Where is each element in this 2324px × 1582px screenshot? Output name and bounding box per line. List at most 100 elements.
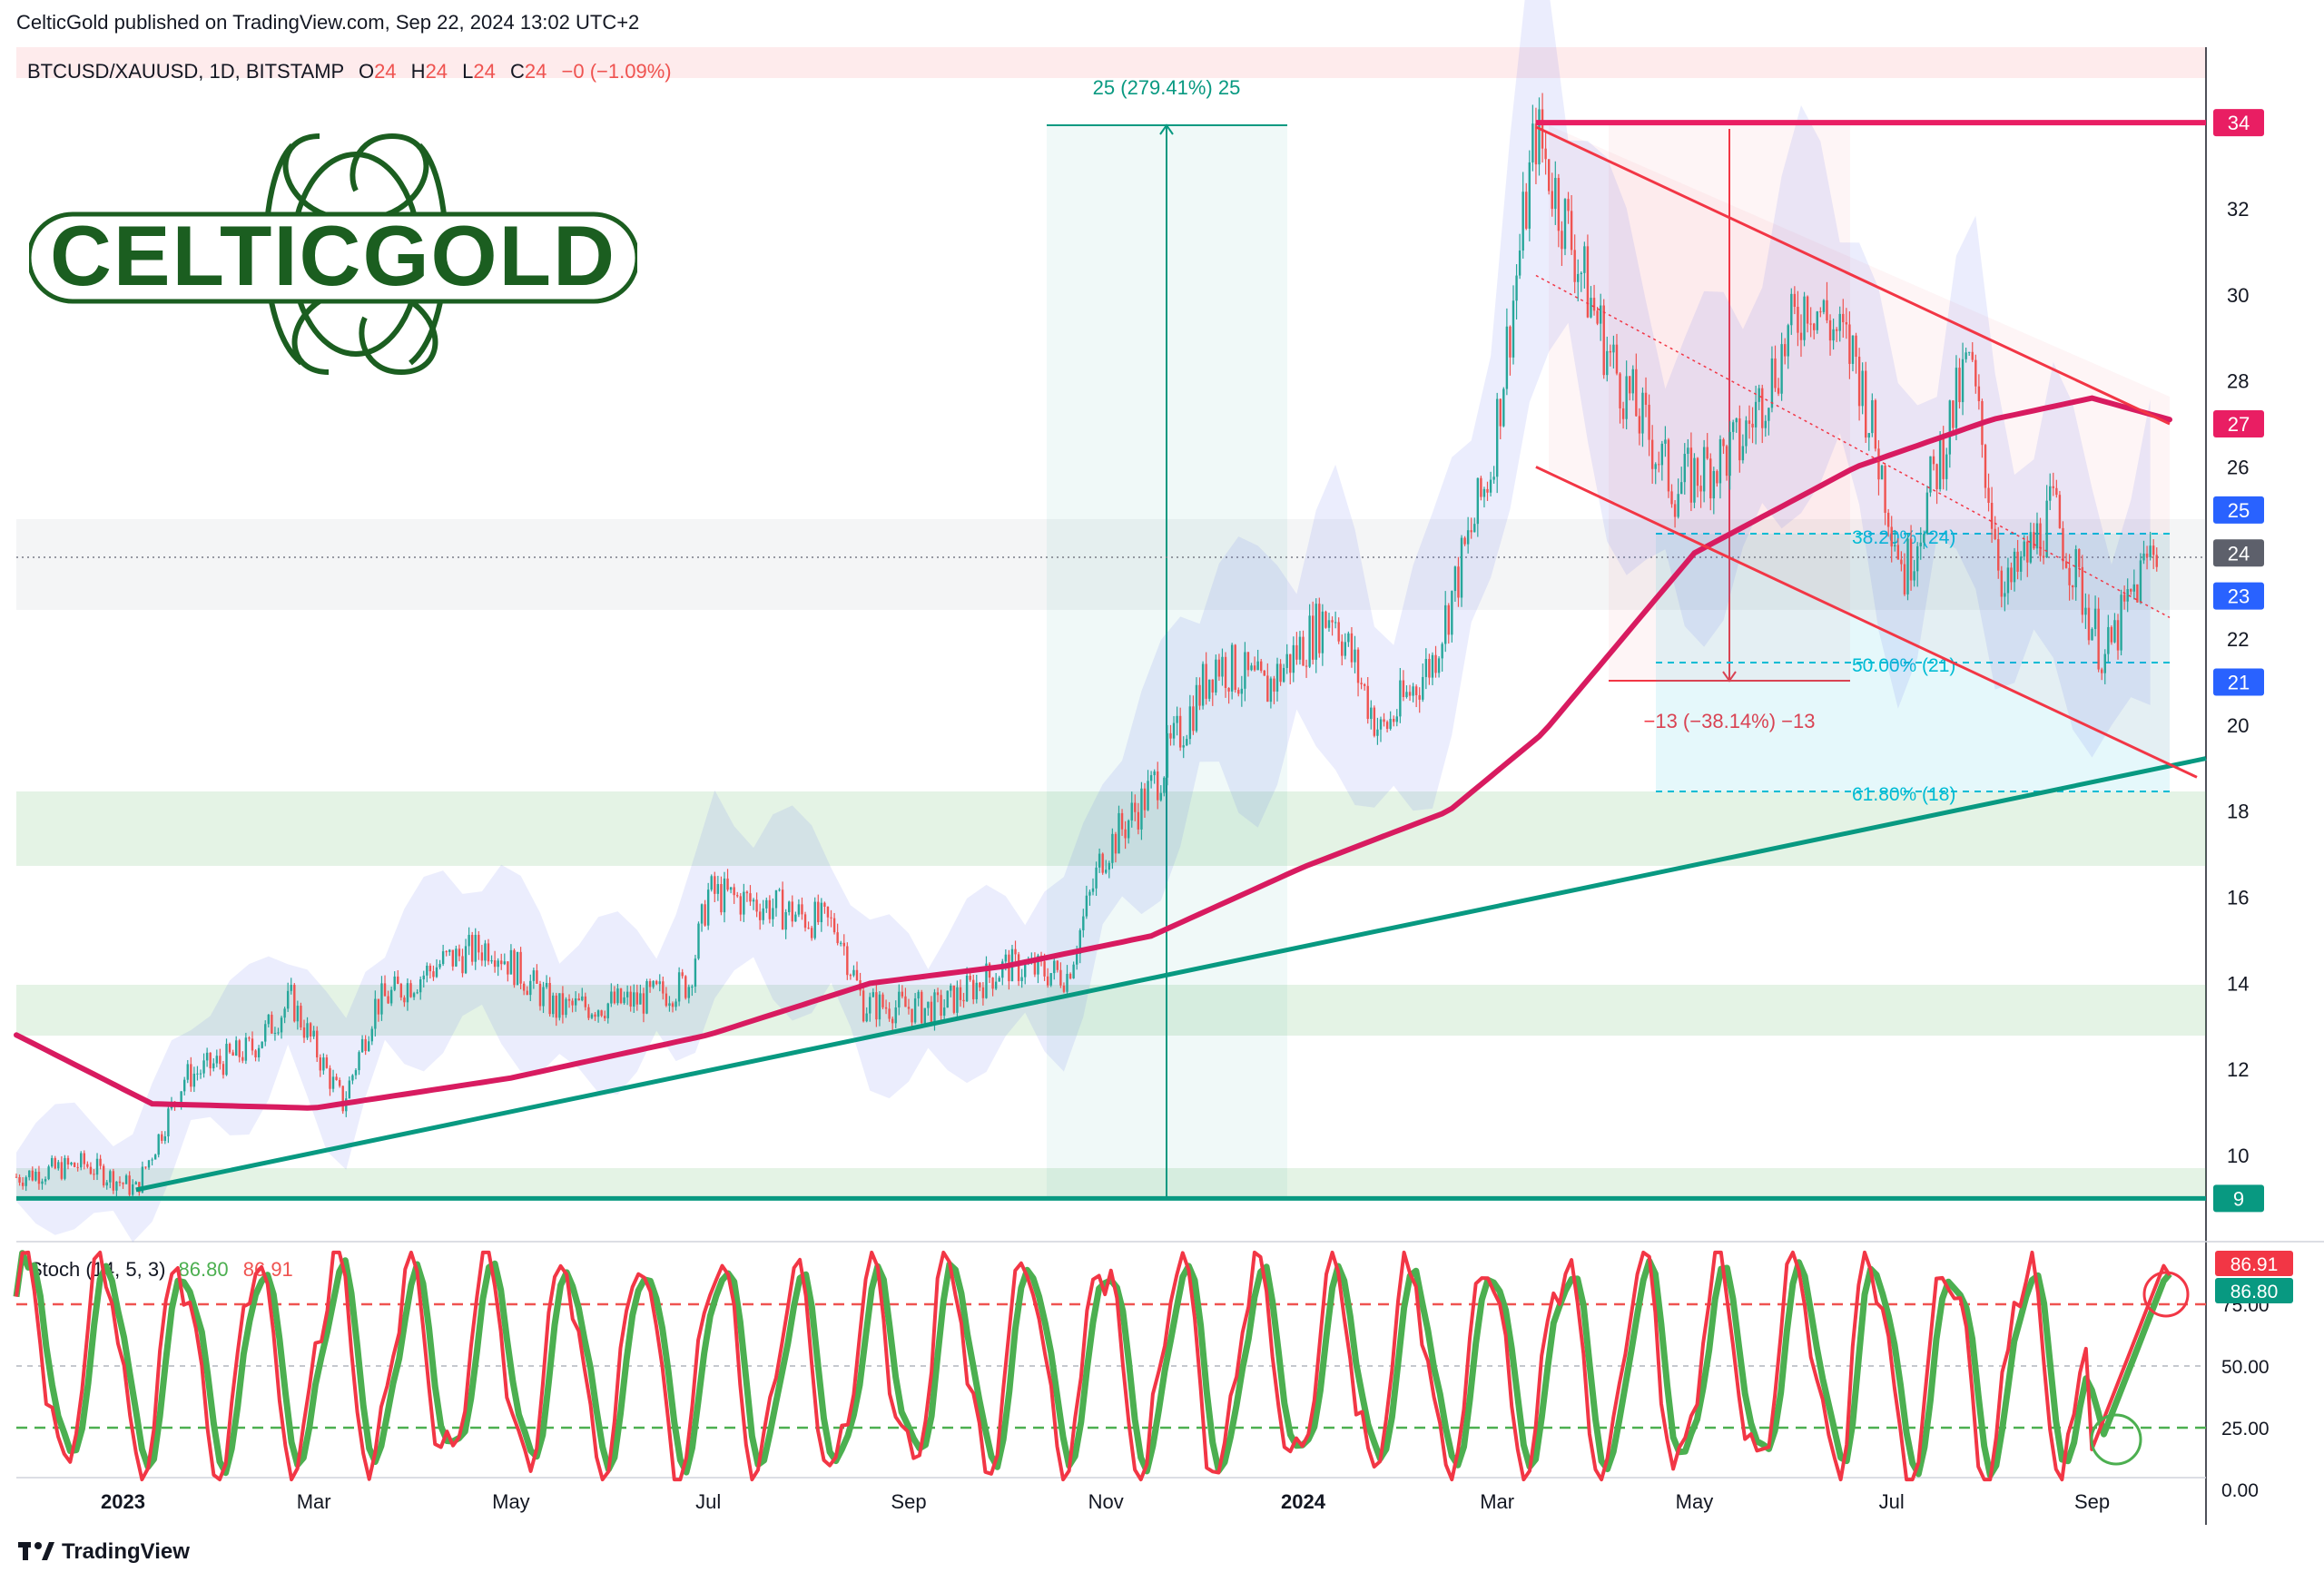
candle-body xyxy=(1356,649,1360,683)
candle-body xyxy=(1120,812,1124,830)
candle-body xyxy=(2033,532,2035,549)
candle-body xyxy=(1629,376,1631,394)
candle-body xyxy=(1341,641,1344,656)
candle-body xyxy=(1547,159,1551,192)
candle-body xyxy=(1111,833,1114,863)
candle-body xyxy=(1942,436,1945,479)
measure-down-arrow xyxy=(1722,671,1737,683)
candle-body xyxy=(1499,398,1502,427)
candle-body xyxy=(538,983,542,1007)
candle-body xyxy=(1945,454,1948,479)
candle-body xyxy=(975,982,978,999)
candle-body xyxy=(468,935,470,947)
candle-body xyxy=(364,1038,367,1051)
candle-body xyxy=(1389,718,1392,730)
price-tick-label: 30 xyxy=(2227,284,2249,307)
consolidation-zone xyxy=(16,519,2206,610)
candle-body xyxy=(435,967,438,978)
candle-body xyxy=(855,969,859,981)
candle-body xyxy=(89,1166,93,1174)
candle-body xyxy=(451,949,455,967)
candle-body xyxy=(1143,788,1147,811)
candle-body xyxy=(1441,644,1443,659)
candle-body xyxy=(1702,447,1706,492)
price-badge-text: 9 xyxy=(2233,1187,2244,1210)
candle-body xyxy=(2042,555,2045,558)
candle-body xyxy=(1393,718,1395,722)
candle-body xyxy=(1234,644,1236,691)
candle-body xyxy=(1525,192,1528,229)
candle-body xyxy=(962,999,965,1002)
candle-body xyxy=(1256,661,1259,671)
candle-body xyxy=(1331,620,1334,623)
candle-body xyxy=(1903,564,1906,594)
candle-body xyxy=(1279,663,1282,683)
candle-body xyxy=(878,994,881,1020)
candle-body xyxy=(1787,325,1789,357)
candle-body xyxy=(1001,961,1004,978)
candle-body xyxy=(215,1056,219,1064)
candle-body xyxy=(458,948,461,957)
candle-body xyxy=(736,895,739,897)
candle-body xyxy=(2019,556,2023,572)
candle-body xyxy=(66,1157,70,1165)
candle-body xyxy=(37,1171,41,1184)
candle-body xyxy=(1227,688,1230,692)
candle-body xyxy=(41,1181,44,1184)
price-badge-text: 23 xyxy=(2228,585,2250,608)
candle-body xyxy=(1984,445,1987,488)
candle-body xyxy=(720,884,723,913)
candle-body xyxy=(2052,486,2054,488)
candle-body xyxy=(1192,706,1195,732)
candle-body xyxy=(1198,684,1201,706)
price-badge xyxy=(2213,109,2264,137)
candle-body xyxy=(306,1023,309,1038)
candle-body xyxy=(1412,686,1414,696)
candle-body xyxy=(1890,526,1893,547)
time-axis[interactable]: 2023 Mar May Jul Sep Nov 2024 Mar May Jul Sep xyxy=(101,1490,2110,1513)
candle-body xyxy=(1405,692,1408,697)
price-axis[interactable]: 32 30 28 26 22 20 18 16 14 12 10 xyxy=(2227,198,2249,1167)
candle-body xyxy=(2130,589,2132,592)
candle-body xyxy=(652,980,655,988)
candle-body xyxy=(54,1157,56,1169)
candle-body xyxy=(1538,109,1541,165)
candle-body xyxy=(1952,400,1955,428)
candle-body xyxy=(190,1064,192,1087)
candle-body xyxy=(1114,833,1118,854)
candle-body xyxy=(946,990,949,1008)
candle-body xyxy=(167,1108,170,1137)
candle-body xyxy=(1014,948,1017,955)
candle-body xyxy=(248,1037,251,1039)
candle-body xyxy=(186,1064,189,1080)
candle-body xyxy=(2074,549,2077,588)
candle-body xyxy=(1315,604,1317,660)
stoch-legend: Stoch (14, 5, 3) 86.80 86.91 xyxy=(29,1258,293,1281)
support-trendline[interactable] xyxy=(135,756,2207,1193)
candle-body xyxy=(228,1044,231,1053)
candle-body xyxy=(716,884,720,894)
candle-body xyxy=(1819,311,1822,313)
candle-body xyxy=(2049,486,2052,501)
candle-body xyxy=(545,982,548,988)
candle-body xyxy=(633,992,635,1007)
candle-body xyxy=(532,970,536,981)
candle-body xyxy=(852,969,855,976)
candle-body xyxy=(1534,123,1538,165)
candle-body xyxy=(1709,458,1712,499)
channel-upper-line[interactable] xyxy=(1535,125,2171,426)
candle-body xyxy=(1735,418,1738,423)
candle-body xyxy=(1395,716,1398,722)
candle-body xyxy=(619,988,623,1004)
channel-lower-line[interactable] xyxy=(1535,466,2198,779)
candle-body xyxy=(1489,479,1492,493)
tradingview-brand[interactable]: TradingView xyxy=(18,1539,190,1565)
candle-body xyxy=(965,975,969,1002)
candle-body xyxy=(516,951,519,986)
candle-body xyxy=(1706,447,1709,459)
candle-body xyxy=(687,987,691,998)
candle-body xyxy=(1024,964,1027,978)
price-tick-label: 16 xyxy=(2227,887,2249,909)
